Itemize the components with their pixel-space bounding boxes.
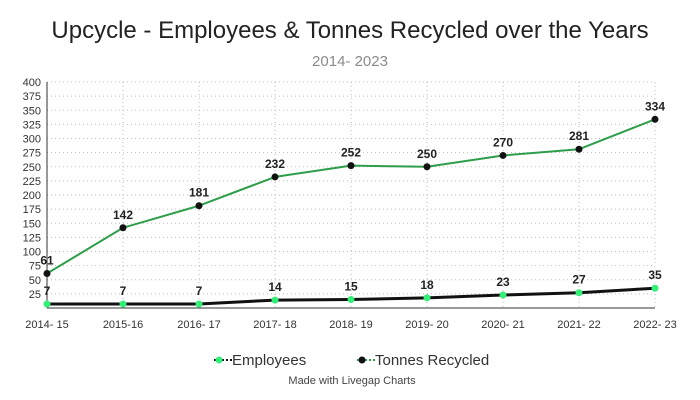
data-label: 7 <box>120 284 127 298</box>
y-tick-label: 200 <box>23 190 41 202</box>
data-point <box>195 202 203 210</box>
data-point <box>423 294 431 302</box>
data-point <box>271 296 279 304</box>
data-point <box>423 163 431 171</box>
data-label: 27 <box>572 273 586 287</box>
data-label: 270 <box>493 135 513 149</box>
y-tick-label: 325 <box>23 119 41 131</box>
y-tick-label: 75 <box>29 261 41 273</box>
data-label: 7 <box>196 284 203 298</box>
chart-title: Upcycle - Employees & Tonnes Recycled ov… <box>51 17 648 44</box>
data-point <box>119 224 127 232</box>
data-label: 7 <box>44 284 51 298</box>
legend-label-1: Tonnes Recycled <box>375 352 489 369</box>
y-tick-label: 175 <box>23 204 41 216</box>
data-point <box>119 300 127 308</box>
data-label: 23 <box>496 275 510 289</box>
y-tick-label: 125 <box>23 232 41 244</box>
legend-marker-0 <box>215 356 223 364</box>
x-tick-label: 2020- 21 <box>481 319 524 331</box>
data-point <box>499 151 507 159</box>
data-label: 35 <box>648 268 662 282</box>
y-tick-label: 250 <box>23 162 41 174</box>
data-label: 334 <box>645 99 665 113</box>
x-tick-label: 2016- 17 <box>177 319 220 331</box>
y-tick-label: 350 <box>23 105 41 117</box>
y-tick-label: 400 <box>23 77 41 89</box>
data-label: 281 <box>569 129 589 143</box>
data-label: 232 <box>265 157 285 171</box>
data-point <box>347 296 355 304</box>
data-label: 18 <box>420 278 434 292</box>
data-point <box>347 162 355 170</box>
data-point <box>499 291 507 299</box>
data-point <box>651 115 659 123</box>
data-point <box>43 270 51 278</box>
data-label: 181 <box>189 186 209 200</box>
data-label: 250 <box>417 147 437 161</box>
y-tick-label: 100 <box>23 247 41 259</box>
y-tick-label: 25 <box>29 289 41 301</box>
data-label: 14 <box>268 280 282 294</box>
data-label: 61 <box>40 254 54 268</box>
data-point <box>271 173 279 181</box>
y-tick-label: 50 <box>29 275 41 287</box>
x-tick-label: 2015-16 <box>103 319 143 331</box>
data-point <box>43 300 51 308</box>
data-point <box>195 300 203 308</box>
data-label: 15 <box>344 280 358 294</box>
legend-label-0: Employees <box>232 352 306 369</box>
y-tick-label: 300 <box>23 134 41 146</box>
chart-subtitle: 2014- 2023 <box>312 53 388 70</box>
y-tick-label: 150 <box>23 218 41 230</box>
x-tick-label: 2021- 22 <box>557 319 600 331</box>
x-tick-label: 2022- 23 <box>633 319 676 331</box>
x-tick-label: 2019- 20 <box>405 319 448 331</box>
data-point <box>575 145 583 153</box>
data-label: 142 <box>113 208 133 222</box>
x-tick-label: 2014- 15 <box>25 319 68 331</box>
x-tick-label: 2017- 18 <box>253 319 296 331</box>
data-point <box>575 289 583 297</box>
y-tick-label: 375 <box>23 91 41 103</box>
data-point <box>651 284 659 292</box>
legend-marker-1 <box>358 356 366 364</box>
chart-credit: Made with Livegap Charts <box>288 375 416 387</box>
y-tick-label: 225 <box>23 176 41 188</box>
y-tick-label: 275 <box>23 148 41 160</box>
x-tick-label: 2018- 19 <box>329 319 372 331</box>
data-label: 252 <box>341 146 361 160</box>
